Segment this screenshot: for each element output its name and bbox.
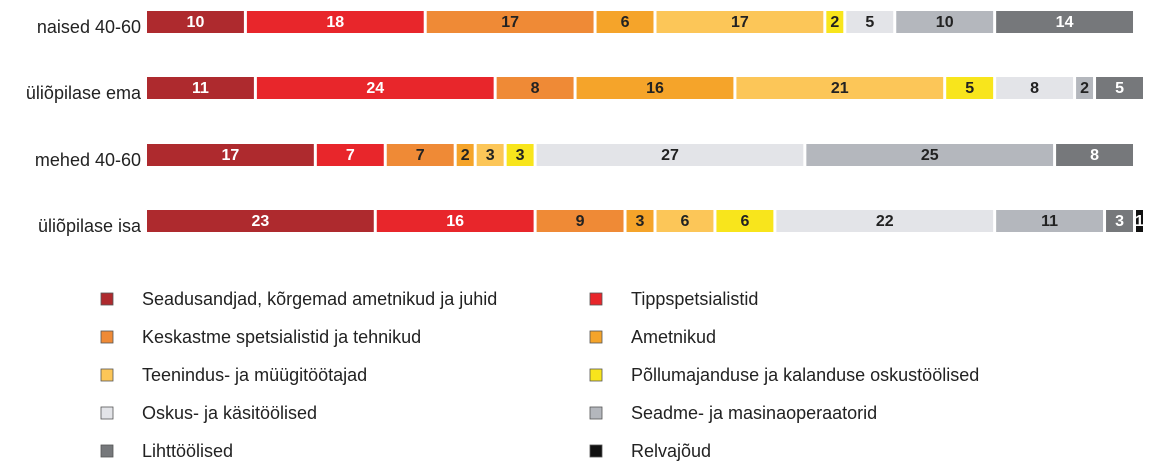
bar-segment [576, 77, 734, 99]
value-label: 14 [1056, 14, 1074, 31]
bar-segment [147, 11, 244, 33]
legend-swatch [100, 292, 114, 306]
value-label: 11 [1041, 213, 1058, 230]
legend-swatch [100, 330, 114, 344]
value-label: 16 [446, 213, 464, 230]
bar-segment [596, 11, 654, 33]
value-label: 8 [1030, 80, 1039, 97]
category-label: üliõpilase isa [38, 216, 142, 236]
value-label: 8 [1090, 147, 1099, 164]
bar-segment [536, 144, 804, 166]
bar-segment [946, 77, 994, 99]
legend-label: Relvajõud [631, 441, 711, 461]
bar-segment [846, 11, 894, 33]
category-label: üliõpilase ema [26, 83, 142, 103]
legend-label: Keskastme spetsialistid ja tehnikud [142, 327, 421, 347]
bar-segment [1136, 210, 1143, 232]
legend-swatch [589, 406, 603, 420]
value-label: 10 [936, 14, 954, 31]
bar-segment [147, 144, 314, 166]
value-label: 5 [965, 80, 974, 97]
legend-label: Tippspetsialistid [631, 289, 758, 309]
bar-segment [426, 11, 594, 33]
bar-segment [1106, 210, 1134, 232]
legend-label: Seadusandjad, kõrgemad ametnikud ja juhi… [142, 289, 497, 309]
legend-swatch [589, 444, 603, 458]
legend-swatch [589, 368, 603, 382]
bar-segment [996, 11, 1134, 33]
value-label: 22 [876, 213, 894, 230]
value-label: 17 [501, 14, 519, 31]
bar-segment [806, 144, 1054, 166]
value-label: 2 [830, 14, 839, 31]
category-label: mehed 40-60 [35, 150, 141, 170]
category-label: naised 40-60 [37, 17, 141, 37]
bar-segment [476, 144, 504, 166]
value-label: 3 [516, 147, 525, 164]
legend-label: Teenindus- ja müügitöötajad [142, 365, 367, 385]
bar-segment [996, 210, 1104, 232]
bar-segment [147, 77, 254, 99]
value-label: 18 [326, 14, 344, 31]
value-label: 7 [346, 147, 355, 164]
legend-swatch [100, 444, 114, 458]
value-label: 5 [1115, 80, 1124, 97]
bar-segment [386, 144, 454, 166]
bar-segment [536, 210, 624, 232]
legend-label: Lihttöölised [142, 441, 233, 461]
bar-segment [246, 11, 424, 33]
bar-segment [826, 11, 844, 33]
value-label: 5 [865, 14, 874, 31]
bar-segment [256, 77, 494, 99]
bar-segment [736, 77, 944, 99]
bar-segment [896, 11, 994, 33]
value-label: 16 [646, 80, 664, 97]
bar-segment [1076, 77, 1094, 99]
value-label: 2 [461, 147, 470, 164]
value-label: 6 [740, 213, 749, 230]
value-label: 10 [187, 14, 205, 31]
bar-segment [1056, 144, 1134, 166]
legend-swatch [589, 330, 603, 344]
bar-segment [147, 210, 374, 232]
bar-segment [776, 210, 994, 232]
bar-segment [1096, 77, 1143, 99]
value-label: 3 [1115, 213, 1124, 230]
bar-segment [496, 77, 574, 99]
value-label: 3 [486, 147, 495, 164]
legend-label: Põllumajanduse ja kalanduse oskustöölise… [631, 365, 979, 385]
bar-segment [506, 144, 534, 166]
value-label: 6 [681, 213, 690, 230]
value-label: 1 [1135, 213, 1144, 230]
legend-swatch [589, 292, 603, 306]
legend-label: Ametnikud [631, 327, 716, 347]
value-label: 11 [192, 80, 209, 97]
bar-segment [996, 77, 1074, 99]
bar-segment [656, 11, 824, 33]
value-label: 21 [831, 80, 849, 97]
bar-segment [316, 144, 384, 166]
value-label: 8 [531, 80, 540, 97]
value-label: 25 [921, 147, 939, 164]
legend-swatch [100, 368, 114, 382]
value-label: 17 [222, 147, 240, 164]
value-label: 6 [621, 14, 630, 31]
bar-segment [656, 210, 714, 232]
value-label: 23 [251, 213, 269, 230]
value-label: 3 [636, 213, 645, 230]
value-label: 27 [661, 147, 679, 164]
bar-segment [376, 210, 534, 232]
value-label: 17 [731, 14, 749, 31]
value-label: 7 [416, 147, 425, 164]
value-label: 9 [576, 213, 585, 230]
bar-segment [716, 210, 774, 232]
bar-segment [626, 210, 654, 232]
legend-label: Seadme- ja masinaoperaatorid [631, 403, 877, 423]
legend-swatch [100, 406, 114, 420]
bar-segment [456, 144, 474, 166]
value-label: 2 [1080, 80, 1089, 97]
legend-label: Oskus- ja käsitöölised [142, 403, 317, 423]
value-label: 24 [366, 80, 384, 97]
